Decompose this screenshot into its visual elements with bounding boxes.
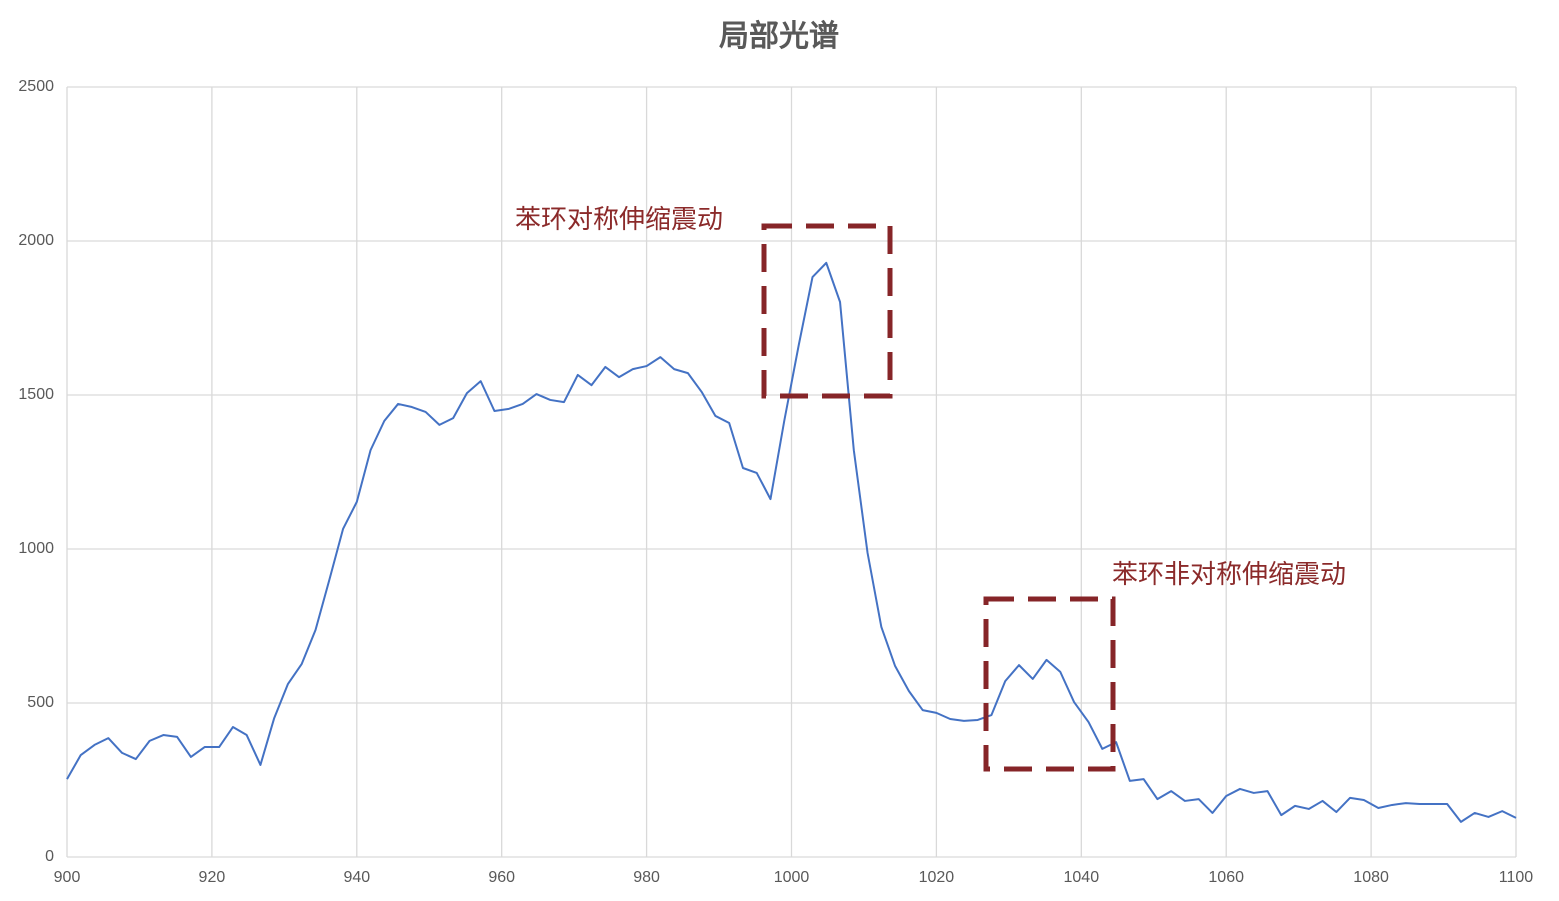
x-tick-label: 1020: [919, 869, 955, 886]
y-tick-label: 2000: [18, 232, 54, 249]
chart-title: 局部光谱: [719, 19, 839, 53]
annotation: 苯环非对称伸缩震动: [1112, 559, 1346, 589]
x-tick-label: 900: [54, 869, 81, 886]
x-tick-label: 1000: [774, 869, 810, 886]
y-tick-label: 2500: [18, 78, 54, 95]
x-tick-label: 1100: [1499, 869, 1534, 886]
x-tick-label: 980: [633, 869, 660, 886]
x-tick-label: 940: [343, 869, 370, 886]
line: [66, 261, 1517, 823]
x-tick-label: 960: [488, 869, 515, 886]
y-tick-label: 0: [45, 848, 54, 865]
annotation-box: [983, 596, 1116, 772]
x-tick-label: 920: [199, 869, 226, 886]
y-tick-label: 1500: [18, 386, 54, 403]
x-tick-label: 1080: [1353, 869, 1389, 886]
grid: [66, 86, 1517, 858]
y-tick-label: 1000: [18, 540, 54, 557]
y-tick-label: 500: [27, 694, 54, 711]
plot: [66, 261, 1517, 823]
annotation-box: [761, 223, 893, 399]
x-tick-label: 1040: [1064, 869, 1100, 886]
annotation: 苯环对称伸缩震动: [515, 204, 723, 234]
x-tick-label: 1060: [1208, 869, 1244, 886]
